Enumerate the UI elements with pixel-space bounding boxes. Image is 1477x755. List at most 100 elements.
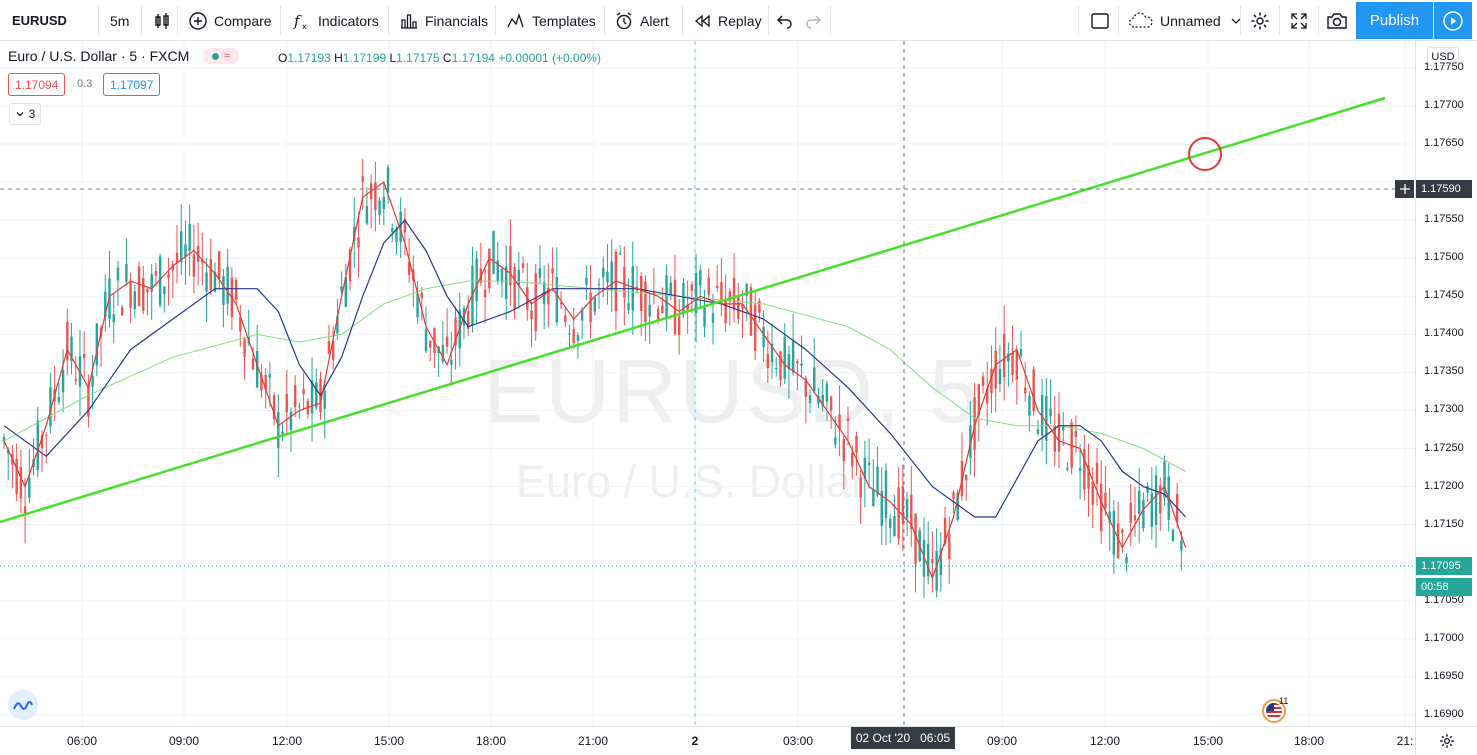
candle-body	[1112, 510, 1116, 555]
candle-body	[686, 304, 689, 311]
time-tick-label: 21:	[1396, 734, 1414, 748]
candle-body	[378, 200, 381, 215]
time-tick-label: 12:00	[1089, 734, 1121, 748]
redo-button[interactable]	[794, 0, 838, 41]
candle-body	[905, 499, 909, 518]
time-tick-label: 15:00	[373, 734, 405, 748]
fullscreen-button[interactable]	[1279, 0, 1325, 41]
candle-body	[859, 477, 862, 498]
publish-options-button[interactable]	[1434, 2, 1472, 39]
candle-body	[7, 449, 10, 454]
candle-body	[939, 548, 943, 576]
currency-button[interactable]: USD	[1427, 47, 1459, 66]
logo-wave-icon	[13, 701, 33, 710]
candle-body	[95, 323, 99, 366]
candle-body	[855, 436, 858, 453]
chart-settings-button[interactable]	[1415, 726, 1477, 755]
candle-body	[268, 374, 272, 378]
symbol-search-button[interactable]: EURUSD	[2, 0, 77, 41]
layout-name-button[interactable]: Unnamed	[1118, 0, 1253, 41]
symbol-legend[interactable]: Euro / U.S. Dollar · 5 · FXCM ≈	[8, 48, 240, 64]
candle-body	[45, 434, 48, 436]
economic-events-button[interactable]	[1262, 699, 1286, 723]
chart-pane[interactable]: EURUSD, 5 Euro / U.S. Dollar	[0, 41, 1415, 726]
indicators-collapse-button[interactable]: 3	[9, 103, 41, 125]
templates-button[interactable]: Templates	[496, 0, 606, 41]
publish-button[interactable]: Publish	[1356, 2, 1433, 39]
time-axis[interactable]: 06:00 09:00 12:00 15:00 18:00 21:00 2 03:00 09:0…	[0, 726, 1415, 755]
candle-body	[834, 437, 837, 445]
price-axis[interactable]: USD 1.17750 1.17700 1.17650 1.17550 1.17500 1…	[1415, 41, 1477, 726]
candle-body	[589, 292, 592, 323]
candle-body	[732, 278, 736, 310]
sell-price-button[interactable]: 1.17094	[8, 73, 66, 96]
candle-body	[344, 277, 348, 307]
candle-body	[893, 516, 896, 537]
candle-body	[530, 310, 533, 320]
candle-body	[416, 293, 419, 318]
candle-body	[867, 462, 871, 466]
candle-body	[901, 486, 905, 524]
interval-button[interactable]: 5m	[100, 0, 139, 41]
candle-body	[133, 291, 137, 310]
indicators-label: Indicators	[318, 12, 379, 29]
candle-body	[424, 329, 428, 351]
candle-body	[57, 396, 61, 403]
candle-body	[551, 268, 554, 274]
candle-body	[154, 270, 158, 276]
candle-body	[661, 305, 664, 314]
candle-body	[990, 369, 993, 394]
candle-body	[783, 336, 786, 379]
candle-body	[610, 261, 613, 291]
candle-body	[1171, 529, 1175, 541]
candle-body	[348, 249, 352, 282]
tradingview-logo-button[interactable]	[8, 690, 38, 720]
candle-body	[272, 395, 276, 419]
chart-type-button[interactable]	[143, 0, 187, 41]
candle-body	[243, 338, 246, 358]
candle-body	[914, 514, 917, 564]
snapshot-button[interactable]	[1316, 0, 1364, 41]
financials-button[interactable]: Financials	[389, 0, 498, 41]
candle-body	[640, 276, 643, 311]
svg-text:f: f	[293, 12, 302, 30]
compare-button[interactable]: Compare	[178, 0, 282, 41]
candle-body	[876, 466, 879, 496]
candle-body	[323, 390, 326, 409]
buy-price-button[interactable]: 1.17097	[103, 73, 161, 96]
candle-body	[365, 205, 369, 224]
candle-body	[791, 341, 795, 373]
settings-button[interactable]	[1240, 0, 1286, 41]
candle-body	[298, 406, 301, 408]
undo-icon	[777, 15, 792, 29]
replay-button[interactable]: Replay	[682, 0, 772, 41]
layout-name-label: Unnamed	[1160, 12, 1221, 29]
candle-body	[787, 354, 791, 370]
candle-body	[1146, 485, 1149, 493]
last-price-tag: 1.17095	[1416, 557, 1472, 575]
candle-body	[964, 474, 968, 481]
undo-button[interactable]	[766, 0, 810, 41]
candle-body	[302, 389, 305, 395]
candle-body	[665, 275, 668, 319]
price-tick-label: 1.17700	[1424, 99, 1464, 111]
candle-body	[623, 266, 626, 298]
alert-button[interactable]: Alert	[604, 0, 679, 41]
currency-label: USD	[1431, 50, 1455, 63]
candle-body	[353, 226, 356, 242]
candle-body	[1095, 462, 1099, 485]
candle-body	[884, 470, 888, 518]
publish-label: Publish	[1369, 12, 1420, 29]
fullscreen-select-button[interactable]	[1080, 0, 1126, 41]
price-tick-label: 1.17150	[1424, 517, 1464, 530]
candle-body	[1015, 350, 1018, 380]
trendline-handle	[1188, 137, 1222, 171]
candle-body	[171, 264, 174, 271]
candle-body	[1002, 333, 1006, 378]
symbol-label: EURUSD	[12, 13, 67, 28]
crosshair-add-button[interactable]	[1395, 180, 1414, 198]
candle-body	[49, 387, 52, 427]
price-chart[interactable]	[0, 41, 1415, 726]
